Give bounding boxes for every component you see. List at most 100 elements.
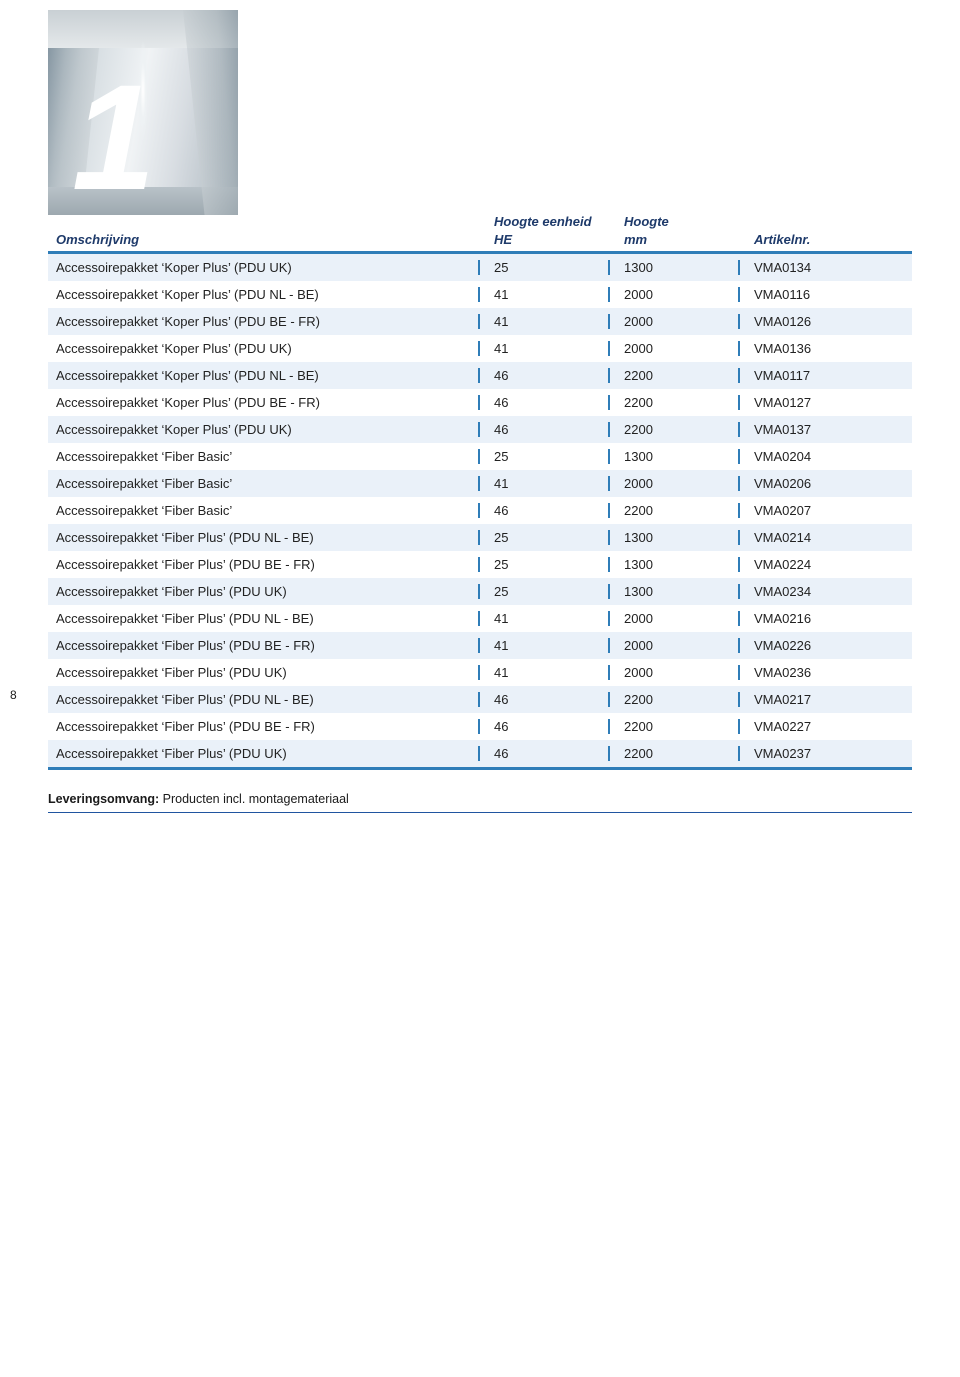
cell-mm: 2200 xyxy=(608,368,738,383)
cell-he: 25 xyxy=(478,530,608,545)
cell-mm: 1300 xyxy=(608,260,738,275)
footer-label: Leveringsomvang: xyxy=(48,792,159,806)
cell-mm: 2200 xyxy=(608,746,738,761)
cell-he: 41 xyxy=(478,638,608,653)
cell-artikelnr: VMA0214 xyxy=(738,530,912,545)
cell-artikelnr: VMA0234 xyxy=(738,584,912,599)
cell-mm: 2000 xyxy=(608,314,738,329)
table-row: Accessoirepakket ‘Fiber Plus’ (PDU UK)41… xyxy=(48,659,912,686)
cell-he: 46 xyxy=(478,719,608,734)
hero-image: 1 xyxy=(48,10,238,215)
cell-artikelnr: VMA0207 xyxy=(738,503,912,518)
table-row: Accessoirepakket ‘Fiber Basic’412000VMA0… xyxy=(48,470,912,497)
col-superheader-he: Hoogte eenheid xyxy=(494,214,592,229)
cell-desc: Accessoirepakket ‘Koper Plus’ (PDU NL - … xyxy=(48,287,478,302)
cell-artikelnr: VMA0134 xyxy=(738,260,912,275)
cell-desc: Accessoirepakket ‘Fiber Basic’ xyxy=(48,449,478,464)
cell-desc: Accessoirepakket ‘Fiber Plus’ (PDU BE - … xyxy=(48,557,478,572)
cell-artikelnr: VMA0237 xyxy=(738,746,912,761)
cell-desc: Accessoirepakket ‘Koper Plus’ (PDU NL - … xyxy=(48,368,478,383)
cell-he: 46 xyxy=(478,395,608,410)
cell-he: 41 xyxy=(478,287,608,302)
cell-desc: Accessoirepakket ‘Fiber Basic’ xyxy=(48,476,478,491)
cell-artikelnr: VMA0116 xyxy=(738,287,912,302)
cell-artikelnr: VMA0226 xyxy=(738,638,912,653)
col-header-artikelnr: Artikelnr. xyxy=(738,232,912,251)
table-row: Accessoirepakket ‘Koper Plus’ (PDU UK)46… xyxy=(48,416,912,443)
col-header-mm: Hoogte mm xyxy=(608,232,738,251)
table-row: Accessoirepakket ‘Fiber Basic’462200VMA0… xyxy=(48,497,912,524)
cell-mm: 2000 xyxy=(608,341,738,356)
cell-desc: Accessoirepakket ‘Koper Plus’ (PDU UK) xyxy=(48,260,478,275)
cell-mm: 1300 xyxy=(608,584,738,599)
footer-text: Producten incl. montagemateriaal xyxy=(159,792,349,806)
cell-desc: Accessoirepakket ‘Fiber Plus’ (PDU BE - … xyxy=(48,638,478,653)
cell-desc: Accessoirepakket ‘Koper Plus’ (PDU BE - … xyxy=(48,395,478,410)
table-row: Accessoirepakket ‘Fiber Basic’251300VMA0… xyxy=(48,443,912,470)
cell-desc: Accessoirepakket ‘Koper Plus’ (PDU UK) xyxy=(48,341,478,356)
cell-mm: 2000 xyxy=(608,638,738,653)
table-row: Accessoirepakket ‘Fiber Plus’ (PDU NL - … xyxy=(48,686,912,713)
cell-artikelnr: VMA0227 xyxy=(738,719,912,734)
cell-mm: 2200 xyxy=(608,503,738,518)
table-row: Accessoirepakket ‘Koper Plus’ (PDU UK)41… xyxy=(48,335,912,362)
cell-he: 41 xyxy=(478,665,608,680)
products-table: Omschrijving Hoogte eenheid HE Hoogte mm… xyxy=(48,232,912,770)
cell-he: 25 xyxy=(478,584,608,599)
cell-he: 41 xyxy=(478,341,608,356)
col-header-mm-text: mm xyxy=(624,232,647,247)
cell-desc: Accessoirepakket ‘Fiber Plus’ (PDU NL - … xyxy=(48,692,478,707)
table-row: Accessoirepakket ‘Fiber Plus’ (PDU NL - … xyxy=(48,605,912,632)
page: 1 8 Omschrijving Hoogte eenheid HE Hoogt… xyxy=(0,0,960,1377)
cell-he: 25 xyxy=(478,260,608,275)
cell-desc: Accessoirepakket ‘Koper Plus’ (PDU UK) xyxy=(48,422,478,437)
cell-artikelnr: VMA0224 xyxy=(738,557,912,572)
col-header-omschrijving: Omschrijving xyxy=(48,232,478,251)
cell-he: 46 xyxy=(478,692,608,707)
cell-he: 41 xyxy=(478,314,608,329)
cell-mm: 2000 xyxy=(608,287,738,302)
table-row: Accessoirepakket ‘Koper Plus’ (PDU BE - … xyxy=(48,389,912,416)
cell-mm: 2200 xyxy=(608,422,738,437)
cell-desc: Accessoirepakket ‘Fiber Plus’ (PDU NL - … xyxy=(48,611,478,626)
cell-he: 46 xyxy=(478,422,608,437)
cell-he: 25 xyxy=(478,449,608,464)
col-header-he-text: HE xyxy=(494,232,512,247)
table-row: Accessoirepakket ‘Koper Plus’ (PDU BE - … xyxy=(48,308,912,335)
table-row: Accessoirepakket ‘Fiber Plus’ (PDU UK)25… xyxy=(48,578,912,605)
cell-he: 41 xyxy=(478,611,608,626)
cell-artikelnr: VMA0217 xyxy=(738,692,912,707)
cell-he: 46 xyxy=(478,746,608,761)
cell-mm: 2000 xyxy=(608,476,738,491)
cell-mm: 2200 xyxy=(608,395,738,410)
table-row: Accessoirepakket ‘Koper Plus’ (PDU UK)25… xyxy=(48,254,912,281)
cell-desc: Accessoirepakket ‘Fiber Plus’ (PDU NL - … xyxy=(48,530,478,545)
table-row: Accessoirepakket ‘Fiber Plus’ (PDU BE - … xyxy=(48,632,912,659)
table-header-row: Omschrijving Hoogte eenheid HE Hoogte mm… xyxy=(48,232,912,251)
cell-artikelnr: VMA0136 xyxy=(738,341,912,356)
table-row: Accessoirepakket ‘Koper Plus’ (PDU NL - … xyxy=(48,362,912,389)
cell-he: 46 xyxy=(478,503,608,518)
cell-desc: Accessoirepakket ‘Fiber Basic’ xyxy=(48,503,478,518)
cell-mm: 2000 xyxy=(608,665,738,680)
cell-desc: Accessoirepakket ‘Fiber Plus’ (PDU BE - … xyxy=(48,719,478,734)
cell-artikelnr: VMA0216 xyxy=(738,611,912,626)
table-row: Accessoirepakket ‘Fiber Plus’ (PDU BE - … xyxy=(48,551,912,578)
table-body: Accessoirepakket ‘Koper Plus’ (PDU UK)25… xyxy=(48,254,912,767)
cell-artikelnr: VMA0126 xyxy=(738,314,912,329)
col-header-he: Hoogte eenheid HE xyxy=(478,232,608,251)
cell-mm: 2200 xyxy=(608,719,738,734)
cell-artikelnr: VMA0204 xyxy=(738,449,912,464)
cell-artikelnr: VMA0236 xyxy=(738,665,912,680)
cell-artikelnr: VMA0137 xyxy=(738,422,912,437)
cell-desc: Accessoirepakket ‘Koper Plus’ (PDU BE - … xyxy=(48,314,478,329)
cell-he: 41 xyxy=(478,476,608,491)
page-number: 8 xyxy=(10,688,17,702)
chapter-number: 1 xyxy=(72,62,145,212)
cell-he: 46 xyxy=(478,368,608,383)
content-area: Omschrijving Hoogte eenheid HE Hoogte mm… xyxy=(48,232,912,813)
cell-mm: 2200 xyxy=(608,692,738,707)
footer-note: Leveringsomvang: Producten incl. montage… xyxy=(48,792,912,813)
cell-mm: 2000 xyxy=(608,611,738,626)
cell-artikelnr: VMA0117 xyxy=(738,368,912,383)
